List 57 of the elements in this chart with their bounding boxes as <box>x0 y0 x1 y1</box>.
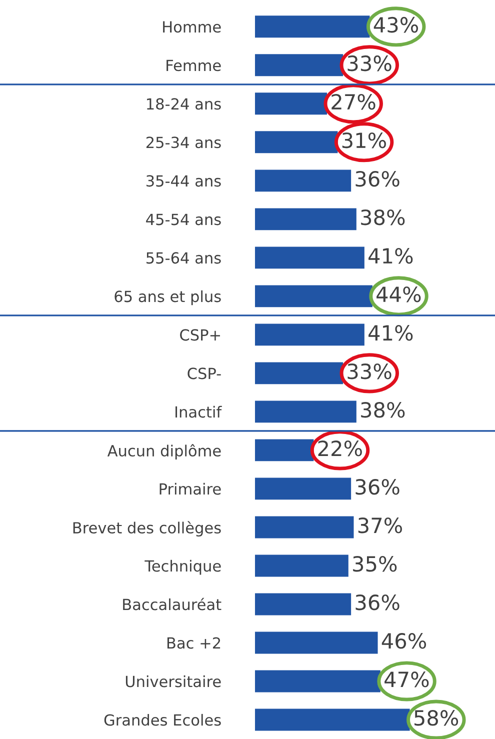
bar <box>254 632 378 654</box>
y-tick-label: 25-34 ans <box>146 136 221 148</box>
bar <box>254 516 354 538</box>
y-tick-label: Femme <box>166 60 221 72</box>
data-label: 36% <box>356 170 400 187</box>
y-tick-label: 35-44 ans <box>146 175 221 187</box>
data-label: 22% <box>318 440 362 456</box>
y-tick-label: CSP+ <box>180 329 220 341</box>
y-tick-label: Grandes Ecoles <box>104 714 221 726</box>
bar <box>254 16 370 38</box>
bar <box>254 670 380 692</box>
data-label: 36% <box>356 479 400 495</box>
data-label: 33% <box>348 363 392 380</box>
y-tick-label: Universitaire <box>126 675 221 688</box>
bar <box>254 439 314 462</box>
data-label: 58% <box>414 710 458 726</box>
y-tick-label: Homme <box>163 21 221 33</box>
bar <box>254 285 372 308</box>
y-tick-label: 55-64 ans <box>146 252 221 264</box>
data-label: 46% <box>382 633 426 649</box>
y-tick-label: Bac +2 <box>167 637 220 649</box>
y-tick-label: Primaire <box>160 482 221 495</box>
data-label: 27% <box>332 94 376 110</box>
data-label: 43% <box>374 16 418 33</box>
data-label: 38% <box>361 209 405 226</box>
y-tick-label: Technique <box>144 560 221 575</box>
data-label: 38% <box>361 402 405 418</box>
bar <box>254 92 328 115</box>
data-label: 41% <box>368 324 413 341</box>
y-tick-label: CSP- <box>188 368 221 380</box>
bar <box>254 400 356 423</box>
data-label: 44% <box>376 286 421 302</box>
bar <box>254 554 348 577</box>
y-tick-label: Inactif <box>176 406 222 418</box>
y-tick-label: Aucun diplôme <box>107 444 221 460</box>
bar <box>254 246 364 269</box>
data-label: 41% <box>368 248 413 264</box>
data-label: 31% <box>342 132 386 148</box>
data-label: 36% <box>356 594 400 610</box>
bar <box>254 593 352 616</box>
y-tick-label: 65 ans et plus <box>114 290 221 306</box>
data-label: 37% <box>358 518 402 534</box>
bar <box>254 362 344 384</box>
data-label: 47% <box>384 672 429 688</box>
bar <box>254 131 338 154</box>
data-label: 35% <box>353 556 397 572</box>
bar <box>254 708 410 731</box>
bar <box>254 478 352 500</box>
bar <box>254 208 356 230</box>
bar <box>254 54 344 76</box>
y-tick-label: 45-54 ans <box>146 214 221 226</box>
y-tick-label: 18-24 ans <box>147 98 221 110</box>
bar <box>254 324 364 346</box>
y-tick-label: Brevet des collèges <box>73 521 221 537</box>
data-label: 33% <box>348 55 392 72</box>
bar <box>254 170 352 192</box>
y-tick-label: Baccalauréat <box>123 598 222 610</box>
